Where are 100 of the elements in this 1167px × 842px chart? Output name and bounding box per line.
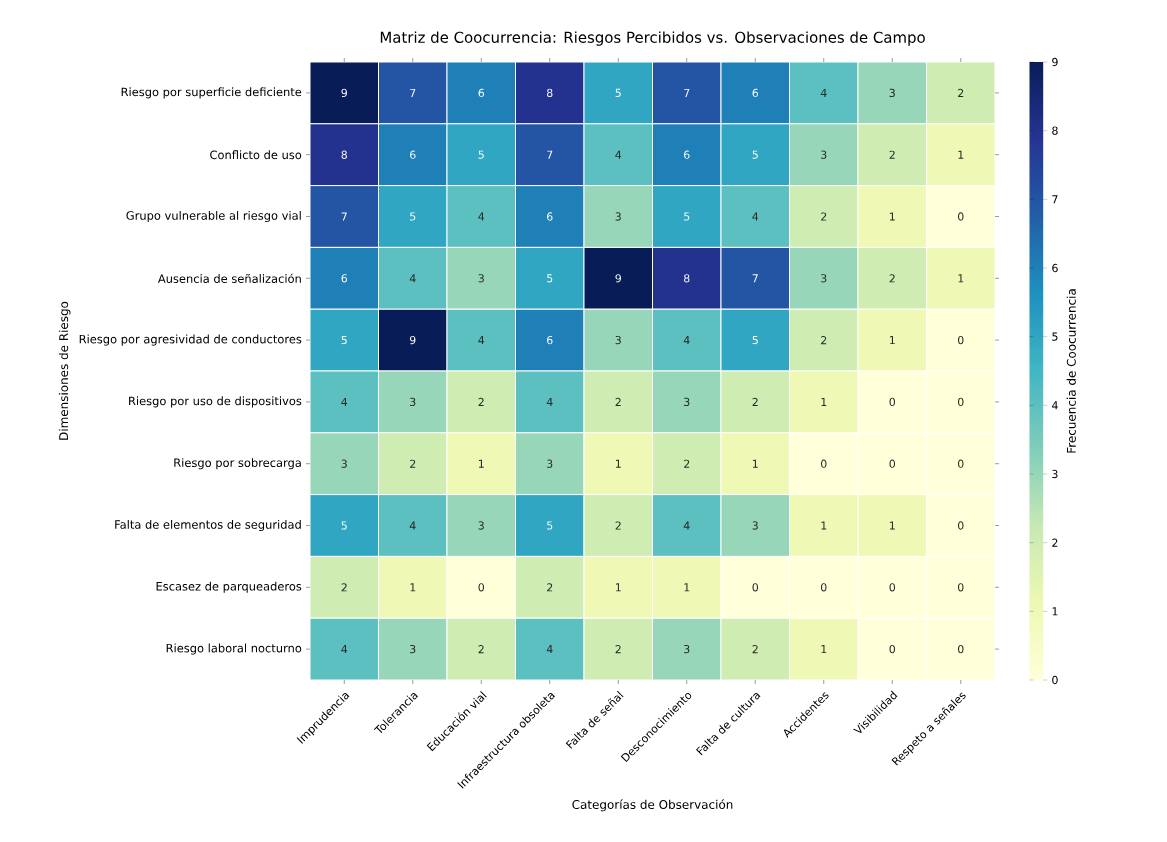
- data-label: 3: [684, 644, 690, 654]
- data-label: 5: [547, 521, 553, 530]
- data-label: 4: [615, 150, 622, 159]
- data-label: 1: [889, 336, 895, 345]
- data-label: 8: [341, 150, 347, 159]
- data-label: 1: [821, 397, 827, 406]
- data-label: 1: [821, 521, 827, 530]
- data-label: 4: [478, 336, 485, 345]
- data-label: 0: [820, 459, 827, 468]
- data-label: 2: [821, 336, 827, 345]
- data-label: 5: [752, 336, 758, 345]
- color-bar-label: 4: [1051, 401, 1058, 410]
- data-label: 0: [889, 459, 896, 468]
- data-label: 4: [409, 274, 416, 283]
- color-bar-label: 7: [1052, 195, 1058, 204]
- data-label: 3: [478, 521, 484, 530]
- data-label: 3: [821, 274, 827, 283]
- color-bar-label: 2: [1052, 538, 1058, 547]
- data-label: 2: [684, 459, 690, 468]
- y-tick-label: Grupo vulnerable al riesgo vial: [126, 210, 301, 223]
- data-label: 4: [683, 521, 690, 530]
- data-label: 1: [478, 459, 484, 468]
- data-label: 0: [820, 583, 827, 592]
- data-label: 6: [684, 150, 690, 159]
- data-label: 6: [478, 88, 485, 98]
- data-label: 1: [752, 459, 758, 468]
- data-label: 0: [958, 212, 964, 221]
- color-bar-label: 3: [1052, 469, 1058, 479]
- data-label: 2: [478, 645, 484, 654]
- data-label: 5: [684, 212, 690, 221]
- data-label: 1: [410, 583, 416, 592]
- data-label: 9: [341, 88, 347, 98]
- data-label: 4: [409, 521, 416, 530]
- color-bar-label: 1: [1052, 607, 1058, 616]
- color-bar-label: 5: [1052, 332, 1058, 341]
- data-label: 0: [958, 521, 964, 530]
- data-label: 6: [410, 150, 416, 159]
- data-label: 4: [683, 336, 690, 345]
- data-label: 0: [958, 335, 964, 345]
- data-label: 3: [341, 459, 347, 468]
- data-label: 3: [752, 521, 758, 530]
- y-tick-label: Riesgo por uso de dispositivos: [129, 396, 302, 408]
- data-label: 4: [478, 212, 485, 221]
- data-label: 2: [889, 150, 895, 159]
- data-label: 7: [684, 88, 690, 97]
- data-label: 1: [958, 274, 964, 283]
- data-label: 9: [615, 274, 621, 283]
- y-tick-label: Falta de elementos de seguridad: [115, 519, 301, 532]
- color-bar-label: 9: [1052, 57, 1058, 67]
- data-label: 7: [752, 274, 758, 283]
- color-bar-title: Frecuencia de Coocurrencia: [1066, 289, 1076, 453]
- data-label: 2: [958, 88, 964, 97]
- data-label: 5: [752, 150, 758, 159]
- data-label: 0: [958, 644, 964, 654]
- data-label: 8: [684, 274, 690, 283]
- data-label: 4: [820, 88, 827, 97]
- data-label: 4: [546, 397, 553, 406]
- data-label: 5: [478, 150, 484, 159]
- color-bar-label: 0: [1052, 675, 1058, 685]
- data-label: 6: [752, 88, 759, 98]
- data-label: 2: [752, 397, 758, 406]
- data-label: 8: [547, 88, 553, 98]
- y-axis-title: Dimensiones de Riesgo: [58, 301, 71, 440]
- data-label: 1: [889, 212, 895, 221]
- data-label: 5: [547, 274, 553, 283]
- y-tick-label: Escasez de parqueaderos: [156, 581, 302, 593]
- data-label: 9: [409, 335, 416, 345]
- data-label: 3: [615, 335, 621, 345]
- data-label: 7: [410, 88, 416, 97]
- data-label: 6: [547, 335, 553, 345]
- data-label: 2: [889, 274, 895, 283]
- data-label: 2: [615, 521, 621, 530]
- data-label: 4: [341, 645, 348, 654]
- color-bar-label: 8: [1052, 126, 1058, 135]
- data-label: 1: [615, 583, 621, 592]
- data-label: 3: [821, 150, 827, 159]
- data-label: 5: [410, 212, 416, 221]
- data-label: 2: [615, 397, 621, 406]
- data-label: 2: [410, 459, 416, 468]
- data-label: 0: [958, 459, 964, 468]
- data-label: 0: [889, 583, 896, 592]
- color-bar-label: 6: [1052, 263, 1058, 273]
- y-tick-label: Riesgo por agresividad de conductores: [79, 334, 302, 346]
- data-label: 3: [478, 274, 484, 283]
- data-label: 5: [341, 336, 347, 345]
- data-label: 4: [546, 645, 553, 654]
- data-label: 4: [752, 212, 759, 221]
- data-label: 3: [410, 397, 416, 407]
- y-tick-label: Ausencia de señalización: [157, 273, 301, 283]
- data-label: 5: [615, 88, 621, 97]
- chart-title: Matriz de Coocurrencia: Riesgos Percibidos vs. Observaciones de Campo: [380, 31, 925, 46]
- data-label: 3: [410, 644, 416, 654]
- data-label: 7: [547, 150, 553, 159]
- y-tick-label: Conflicto de uso: [210, 150, 302, 160]
- data-label: 1: [889, 521, 895, 530]
- data-label: 0: [889, 644, 896, 654]
- data-label: 2: [547, 583, 553, 592]
- data-label: 1: [821, 645, 827, 654]
- data-label: 1: [684, 583, 690, 592]
- x-axis-title: Categorías de Observación: [572, 799, 733, 812]
